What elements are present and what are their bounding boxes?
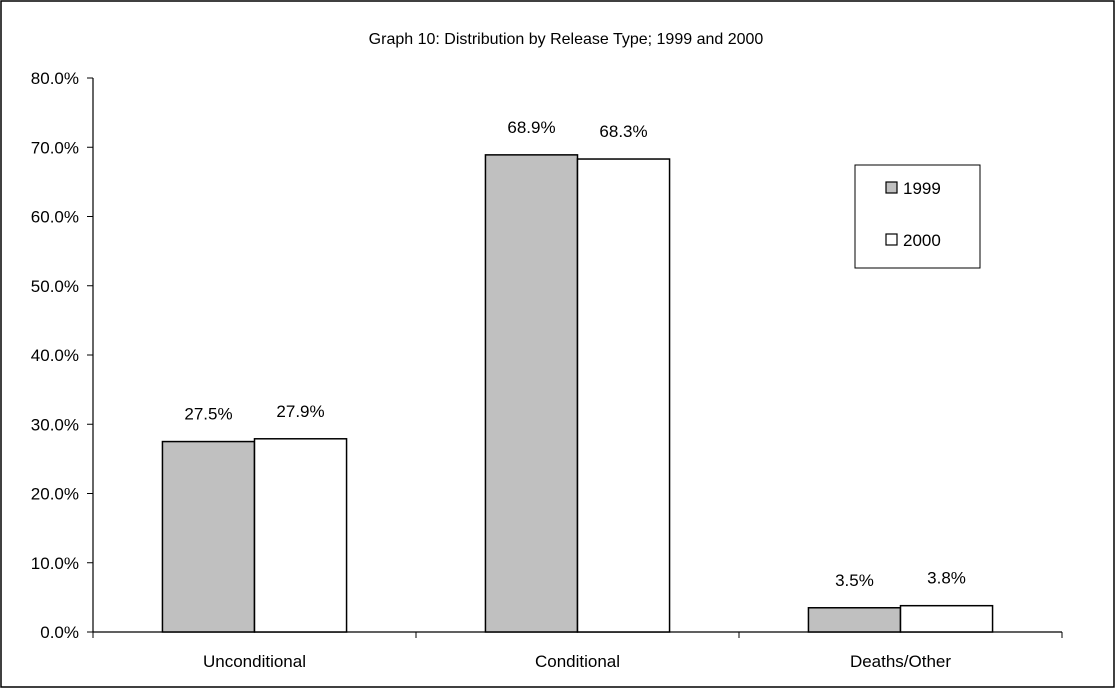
data-label: 68.3% [599,122,647,141]
data-label: 27.9% [276,402,324,421]
data-labels: 27.5% 68.9% 3.5% 27.9% 68.3% 3.8% [184,118,966,590]
bar-2000-2 [899,604,994,633]
data-label: 3.8% [927,569,966,588]
y-tick-label: 10.0% [31,554,79,573]
y-tick-label: 30.0% [31,415,79,434]
bars [161,154,994,633]
bar-1999-2 [807,607,902,633]
y-tick-label: 60.0% [31,208,79,227]
data-label: 27.5% [184,405,232,424]
y-tick-label: 20.0% [31,485,79,504]
legend-label-2000: 2000 [903,231,941,250]
chart-title: Graph 10: Distribution by Release Type; … [369,31,764,48]
bar-1999-1 [484,154,579,633]
legend-swatch-2000 [885,233,898,246]
y-tick-label: 0.0% [40,623,79,642]
y-tick-label: 70.0% [31,138,79,157]
data-label: 3.5% [835,571,874,590]
y-tick-label: 80.0% [31,69,79,88]
y-tick-label: 50.0% [31,277,79,296]
y-axis: 0.0% 10.0% 20.0% 30.0% 40.0% 50.0% 60.0% 70.0% 8… [31,69,94,642]
bar-2000-1 [576,158,671,633]
x-tick-label: Conditional [535,652,620,671]
bar-2000-0 [253,438,348,633]
y-tick-label: 40.0% [31,346,79,365]
legend-swatch-1999 [885,181,898,194]
data-label: 68.9% [507,118,555,137]
bar-1999-0 [161,440,256,633]
legend-label-1999: 1999 [903,179,941,198]
legend: 1999 2000 [854,164,981,269]
legend-box [854,164,981,269]
x-tick-label: Deaths/Other [850,652,951,671]
x-tick-label: Unconditional [203,652,306,671]
